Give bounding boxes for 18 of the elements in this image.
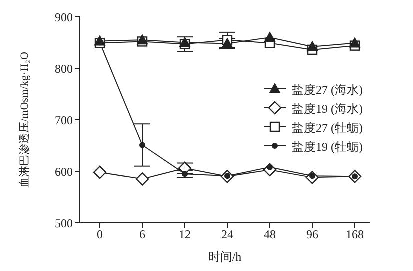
- x-tick-label: 12: [179, 228, 191, 242]
- x-tick-label: 48: [264, 228, 276, 242]
- x-tick-label: 96: [306, 228, 318, 242]
- y-axis-title: 血淋巴渗透压/mOsm/kg·H₂O: [18, 52, 31, 188]
- legend-label: 盐度19 (海水): [292, 102, 363, 116]
- y-tick-label: 500: [55, 216, 73, 230]
- y-tick-label: 700: [55, 113, 73, 128]
- x-tick-label: 0: [97, 228, 103, 242]
- legend-label: 盐度19 (牡蛎): [292, 140, 363, 154]
- x-axis-title: 时间/h: [208, 250, 242, 264]
- x-tick-label: 6: [140, 228, 146, 242]
- legend-label: 盐度27 (海水): [292, 83, 363, 97]
- y-tick-label: 900: [55, 10, 73, 24]
- legend-label: 盐度27 (牡蛎): [292, 121, 363, 135]
- x-tick-label: 24: [222, 228, 234, 242]
- y-tick-label: 800: [55, 62, 73, 76]
- x-tick-label: 168: [346, 228, 364, 242]
- y-tick-label: 600: [55, 164, 73, 179]
